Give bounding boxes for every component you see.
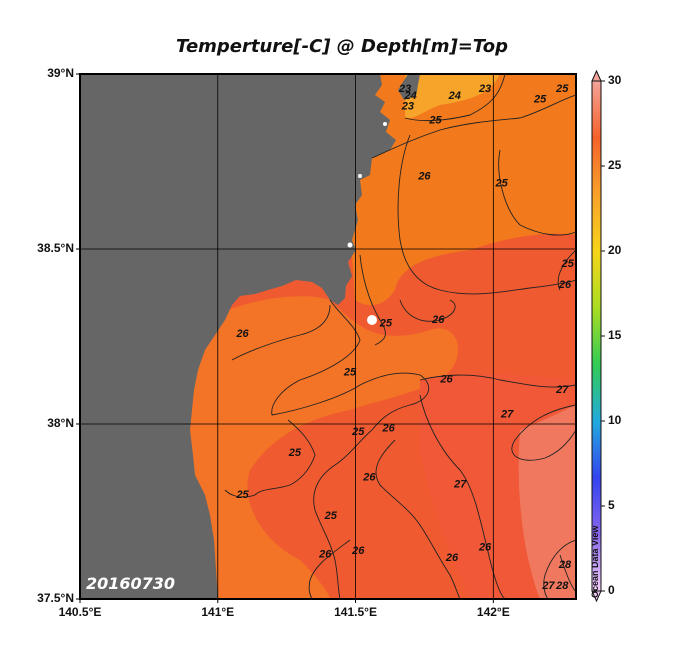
colorbar-tick-label: 5 [608, 498, 615, 512]
contour-label: 26 [381, 423, 395, 435]
lon-tick-label: 142°E [476, 605, 510, 619]
colorbar-tick-label: 0 [608, 583, 615, 597]
contour-line [404, 74, 506, 122]
contour-label: 23 [398, 83, 411, 95]
contour-label: 27 [500, 409, 514, 421]
contour-label: 25 [561, 258, 575, 270]
contour-label: 26 [478, 542, 492, 554]
sea-coolest-north [405, 74, 500, 119]
lon-tick-label: 141°E [201, 605, 235, 619]
contour-label: 26 [558, 279, 572, 291]
contour-label: 26 [362, 472, 376, 484]
colorbar-bottom-cap [591, 590, 602, 603]
contour-label: 25 [533, 94, 547, 106]
contour-line [498, 149, 576, 236]
island [367, 315, 377, 325]
contour-line [231, 304, 331, 361]
contour-label: 26 [318, 549, 332, 561]
colorbar-tick-label: 10 [608, 413, 622, 427]
lon-tick-label: 140.5°E [58, 605, 102, 619]
colorbar-tick-label: 30 [608, 73, 622, 87]
lat-tick-label: 38.5°N [37, 241, 74, 255]
contour-line [419, 394, 506, 599]
contour-label: 24 [448, 90, 461, 102]
sea-cooler-south [190, 296, 459, 599]
contour-line [511, 404, 576, 461]
colorbar-top-cap [591, 69, 602, 82]
contour-label: 26 [235, 328, 249, 340]
contour-label: 26 [445, 552, 459, 564]
contour-line [224, 419, 316, 498]
contour-label: 25 [351, 426, 365, 438]
contour-label: 26 [431, 314, 445, 326]
contour-label: 25 [235, 489, 249, 501]
map-frame [79, 73, 577, 600]
island-markers [347, 122, 387, 325]
contour-line [371, 94, 576, 159]
contour-label: 27 [541, 580, 555, 592]
contour-label: 25 [288, 447, 302, 459]
contour-label: 25 [379, 318, 393, 330]
contour-line [375, 439, 461, 599]
lon-tick-label: 141.5°E [334, 605, 377, 619]
contour-label: 26 [417, 171, 431, 183]
contour-line [419, 374, 576, 388]
contour-line [543, 539, 576, 599]
contour-line [397, 134, 576, 295]
contour-line [308, 539, 351, 599]
contour-label: 25 [324, 510, 338, 522]
contour-label: 23 [478, 83, 491, 95]
contour-label: 27 [453, 479, 467, 491]
contour-line [359, 254, 386, 346]
land-mass [80, 74, 396, 599]
contour-line [271, 299, 430, 431]
colorbar [591, 69, 605, 603]
contour-label: 28 [558, 559, 572, 571]
contour-label: 25 [494, 178, 508, 190]
colorbar-tick-label: 25 [608, 158, 622, 172]
graticule [80, 74, 576, 599]
ocean-data-view-watermark: Ocean Data View [590, 525, 600, 598]
island [383, 122, 387, 126]
lat-tick-label: 37.5°N [37, 591, 74, 605]
contour-label: 23 [401, 101, 414, 113]
map-title: Temperture[-C] @ Depth[m]=Top [175, 36, 508, 57]
colorbar-tick-label: 20 [608, 243, 622, 257]
lat-tick-label: 38°N [47, 416, 74, 430]
island [347, 242, 353, 248]
contour-lines [224, 74, 576, 599]
island [358, 174, 362, 178]
contour-label: 28 [555, 580, 569, 592]
contour-line [399, 299, 456, 322]
colorbar-body [591, 80, 602, 592]
contour-label: 25 [555, 83, 569, 95]
contour-line [313, 429, 373, 599]
contour-label: 26 [351, 545, 365, 557]
land-inlet [398, 74, 420, 100]
map-ticks [76, 73, 494, 603]
contour-line [557, 249, 576, 291]
contour-label: 25 [343, 367, 357, 379]
colorbar-tick-label: 15 [608, 328, 622, 342]
date-label: 20160730 [86, 574, 176, 593]
contour-label: 24 [404, 90, 417, 102]
contour-label: 27 [555, 384, 569, 396]
contour-line [559, 554, 576, 593]
lat-tick-label: 39°N [47, 66, 74, 80]
sea-warmest [518, 405, 576, 599]
contour-label: 26 [439, 374, 453, 386]
sea-cooler-band [340, 74, 576, 306]
contour-label: 25 [428, 115, 442, 127]
